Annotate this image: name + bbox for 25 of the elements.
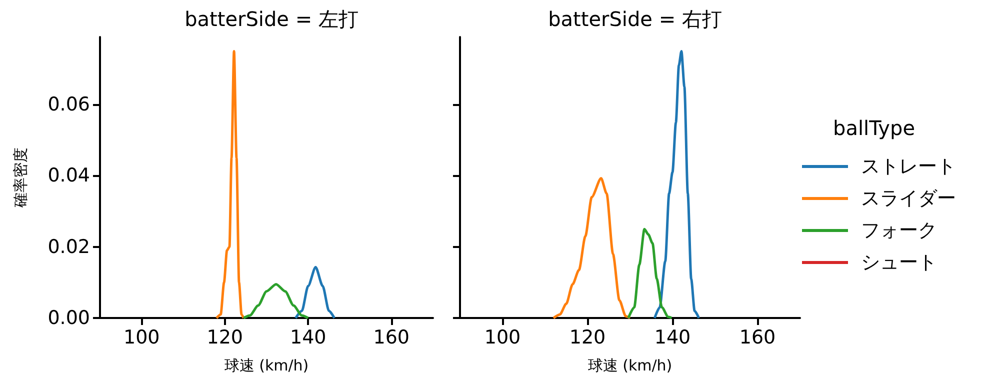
x-tick-label: 100 [484,326,521,348]
line-series [294,266,336,320]
x-axis-title: 球速 (km/h) [224,356,309,374]
x-tick-label: 140 [654,326,691,348]
x-tick-label: 120 [206,326,244,348]
y-tick-label: 0.02 [48,236,90,258]
legend-label: フォーク [861,220,937,242]
x-tick-label: 100 [123,326,160,348]
x-tick-label: 160 [373,326,410,348]
chart-title: batterSide = 左打 [184,7,358,31]
legend-label: シュート [861,252,937,274]
y-tick-label: 0.06 [48,94,90,116]
x-axis-title: 球速 (km/h) [588,356,672,374]
line-series [215,50,245,320]
y-tick-label: 0.00 [48,307,90,329]
x-tick-label: 160 [739,326,776,348]
legend-label: ストレート [861,156,956,178]
y-axis-title: 確率密度 [12,148,30,208]
legend-title: ballType [833,116,916,140]
x-tick-label: 120 [569,326,606,348]
legend-label: スライダー [861,188,956,210]
x-tick-label: 140 [290,326,326,348]
y-tick-label: 0.04 [48,164,90,187]
chart-title: batterSide = 右打 [548,7,722,31]
line-series [242,282,310,320]
